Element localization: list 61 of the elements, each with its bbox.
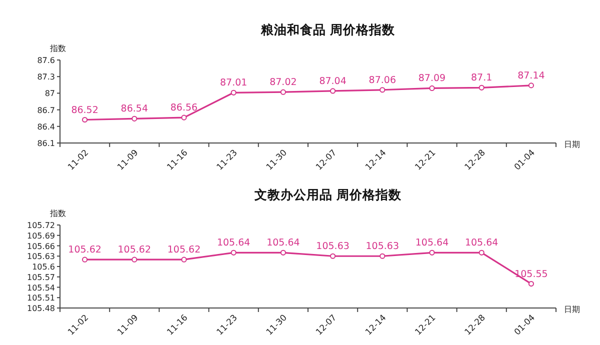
y-tick-label: 105.63	[27, 252, 55, 262]
y-tick-label: 87.6	[37, 56, 55, 65]
point	[280, 89, 286, 95]
y-tick-label: 86.4	[37, 122, 55, 132]
point	[478, 250, 484, 256]
x-axis-title: 日期	[564, 140, 580, 149]
point	[181, 114, 187, 120]
point	[280, 250, 286, 256]
data-label: 87.14	[518, 70, 545, 82]
data-label: 105.64	[415, 238, 449, 249]
point	[181, 256, 187, 262]
point	[82, 116, 88, 123]
data-label: 105.64	[216, 238, 250, 249]
data-label: 105.62	[118, 244, 152, 256]
point	[528, 82, 534, 88]
data-label: 105.62	[167, 244, 201, 256]
chart-title: 粮油和食品 周价格指数	[260, 22, 396, 37]
y-tick-label: 105.51	[27, 294, 55, 303]
point	[132, 256, 138, 262]
y-axis-title: 指数	[49, 209, 66, 218]
point	[330, 253, 336, 259]
point	[230, 90, 236, 96]
y-tick-label: 105.54	[27, 283, 55, 292]
data-label: 87.01	[220, 78, 248, 89]
y-tick-label: 105.6	[32, 262, 55, 272]
y-tick-label: 105.57	[27, 272, 55, 282]
data-label: 105.63	[316, 241, 350, 252]
data-label: 105.64	[266, 238, 300, 249]
data-label: 86.52	[71, 104, 98, 116]
data-label: 87.09	[418, 73, 446, 84]
data-label: 86.56	[170, 102, 198, 114]
data-label: 87.04	[319, 76, 346, 87]
y-tick-label: 87.3	[37, 72, 55, 82]
point	[230, 250, 236, 256]
data-label: 87.1	[471, 72, 492, 84]
y-tick-label: 86.1	[37, 139, 55, 148]
y-tick-label: 105.48	[27, 304, 55, 313]
chart-title: 文教办公用品 周价格指数	[253, 187, 403, 202]
y-tick-label: 105.66	[27, 242, 55, 251]
data-label: 87.06	[368, 74, 396, 86]
y-tick-label: 105.69	[27, 231, 55, 240]
y-axis-title: 指数	[49, 44, 66, 53]
point	[429, 85, 435, 92]
data-label: 105.62	[68, 244, 102, 256]
data-label: 86.54	[120, 104, 148, 115]
point	[330, 88, 336, 94]
data-label: 87.02	[270, 77, 297, 88]
point	[478, 84, 484, 90]
x-axis-title: 日期	[564, 305, 580, 314]
y-tick-label: 86.7	[37, 106, 55, 115]
data-label: 105.64	[464, 238, 498, 249]
point	[528, 280, 534, 287]
data-label: 105.63	[366, 241, 400, 252]
y-tick-label: 87	[44, 89, 55, 98]
point	[380, 87, 386, 93]
y-tick-label: 105.72	[27, 221, 55, 230]
point	[429, 250, 435, 256]
data-label: 105.55	[514, 268, 548, 280]
point	[82, 256, 88, 262]
point	[132, 116, 138, 122]
point	[380, 253, 386, 259]
